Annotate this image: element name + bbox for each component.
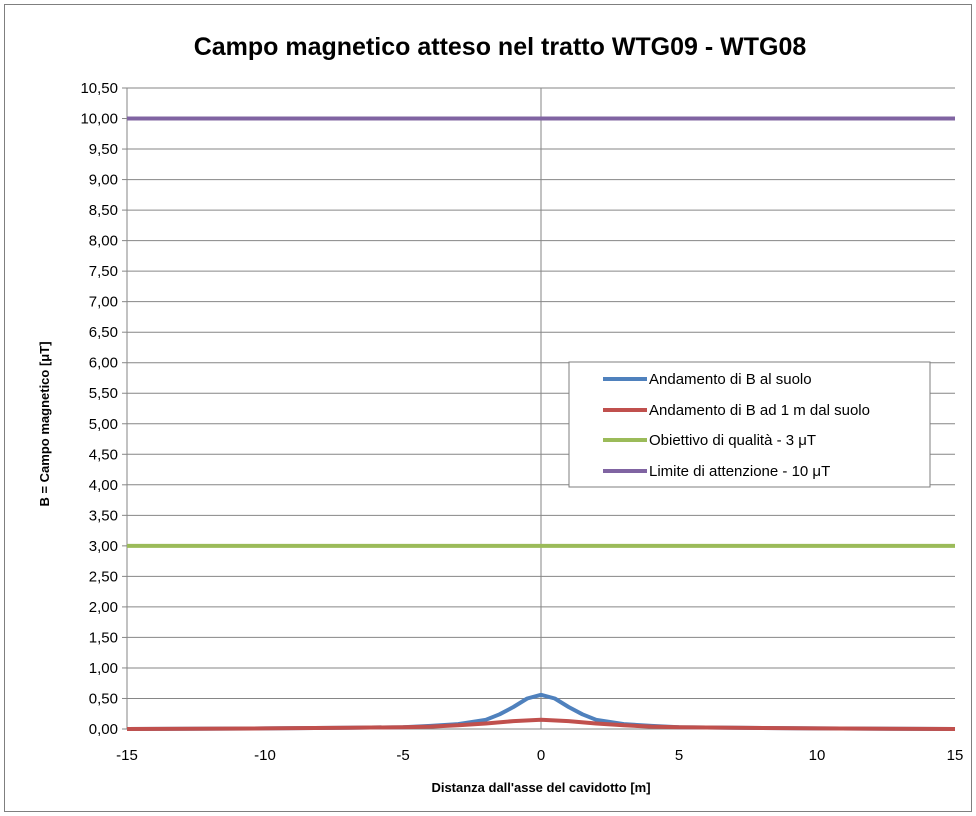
- y-axis-title: B = Campo magnetico [μT]: [37, 341, 52, 506]
- y-tick-labels: 0,00 0,50 1,00 1,50 2,00 2,50 3,00 3,50 4,00 4,50…: [80, 80, 118, 738]
- y-tick-label: 7,00: [89, 294, 118, 311]
- y-tick-label: 3,00: [89, 538, 118, 555]
- y-tick-label: 1,50: [89, 629, 118, 646]
- y-tick-label: 8,00: [89, 233, 118, 250]
- legend-label: Andamento di B al suolo: [649, 371, 812, 388]
- y-tick-label: 9,50: [89, 141, 118, 158]
- series-lines: [126, 116, 956, 731]
- y-tick-label: 0,50: [89, 690, 118, 707]
- chart-title: Campo magnetico atteso nel tratto WTG09 …: [194, 33, 807, 61]
- y-tick-label: 5,00: [89, 416, 118, 433]
- y-tick-label: 6,00: [89, 355, 118, 372]
- y-tick-label: 10,00: [80, 111, 118, 128]
- y-tick-label: 2,00: [89, 599, 118, 616]
- y-tick-label: 10,50: [80, 80, 118, 97]
- x-tick-label: -10: [254, 747, 276, 764]
- y-tick-label: 7,50: [89, 263, 118, 280]
- axes: [122, 87, 542, 730]
- x-tick-label: 5: [675, 747, 683, 764]
- y-tick-label: 3,50: [89, 507, 118, 524]
- y-tick-label: 5,50: [89, 385, 118, 402]
- x-tick-label: 10: [809, 747, 826, 764]
- y-tick-label: 1,00: [89, 660, 118, 677]
- x-tick-labels: -15 -10 -5 0 5 10 15: [116, 747, 963, 764]
- x-axis-title: Distanza dall'asse del cavidotto [m]: [431, 780, 650, 795]
- y-tick-label: 6,50: [89, 324, 118, 341]
- y-tick-label: 8,50: [89, 202, 118, 219]
- x-tick-label: 0: [537, 747, 545, 764]
- x-tick-label: -5: [396, 747, 409, 764]
- legend-label: Limite di attenzione - 10 μT: [649, 463, 830, 480]
- legend-label: Andamento di B ad 1 m dal suolo: [649, 402, 870, 419]
- x-tick-label: -15: [116, 747, 138, 764]
- y-tick-label: 2,50: [89, 568, 118, 585]
- x-tick-label: 15: [947, 747, 964, 764]
- y-tick-label: 4,50: [89, 446, 118, 463]
- y-tick-label: 0,00: [89, 721, 118, 738]
- y-tick-label: 4,00: [89, 477, 118, 494]
- legend: Andamento di B al suolo Andamento di B ad…: [568, 361, 931, 488]
- series-line-1: [126, 717, 956, 731]
- y-tick-label: 9,00: [89, 172, 118, 189]
- legend-box: [568, 361, 931, 488]
- legend-label: Obiettivo di qualità - 3 μT: [649, 432, 816, 449]
